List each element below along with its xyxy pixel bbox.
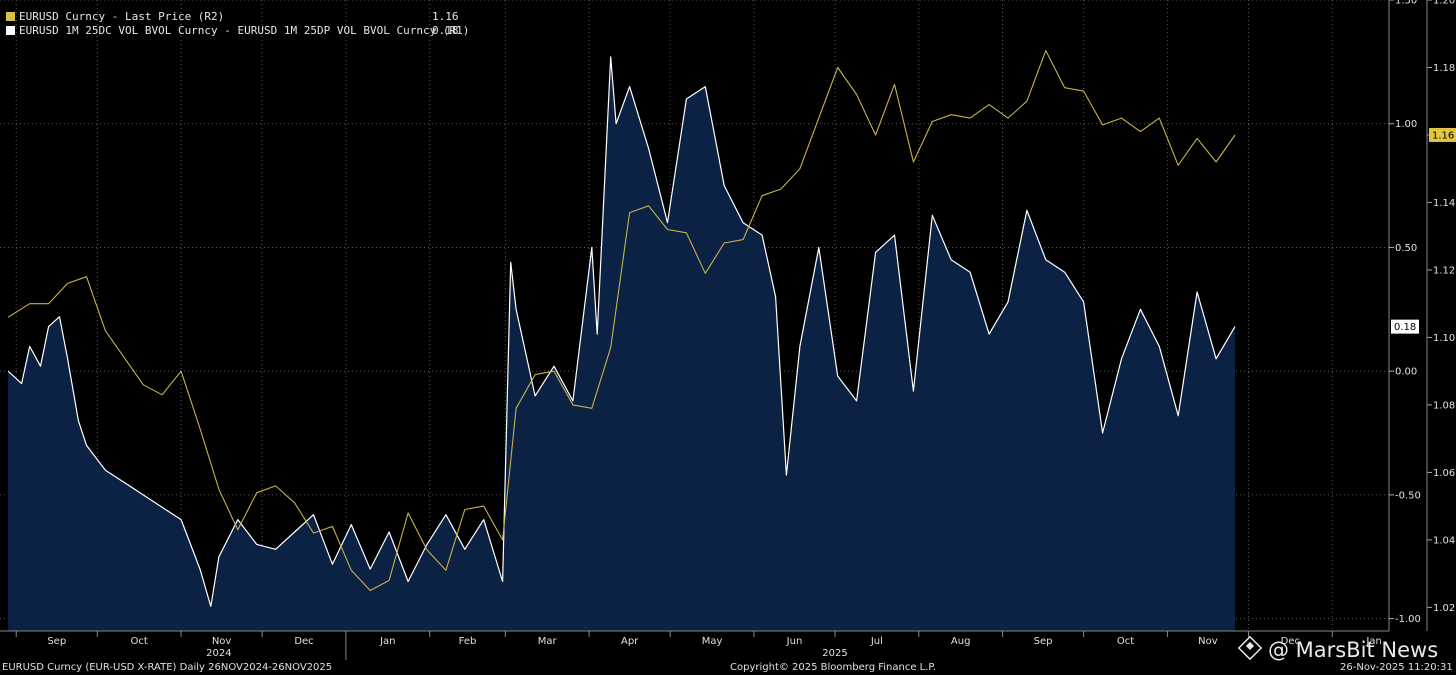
legend-value-eurusd: 1.16	[432, 10, 459, 23]
month-label: Apr	[621, 636, 639, 647]
month-label: Dec	[1281, 636, 1300, 647]
legend-eurusd: EURUSD Curncy - Last Price (R2) 1.16	[6, 10, 459, 23]
r2-tick-label: 1.10	[1433, 333, 1455, 344]
month-label: Dec	[294, 636, 313, 647]
r2-tick-label: 1.04	[1433, 535, 1455, 546]
month-label: Jul	[870, 636, 883, 647]
marsbit-logo-icon	[1237, 635, 1263, 661]
r2-tick-label: 1.18	[1433, 63, 1455, 74]
eurusd-last-value-box	[1429, 127, 1456, 142]
right-axis: 1.50 1.00 0.50 0.00 -0.50 -1.00 1.20 1.18 1.16 1.…	[1388, 0, 1456, 631]
month-label: Mar	[538, 636, 558, 647]
month-label: Jan	[379, 636, 395, 647]
legend-swatch-risk-reversal	[6, 26, 15, 35]
r1-tick-label: -1.00	[1395, 614, 1421, 625]
r2-tick-label: 1.20	[1433, 0, 1455, 7]
footer-timestamp: 26-Nov-2025 11:20:31	[1340, 662, 1453, 673]
r1-tick-label: -0.50	[1395, 490, 1421, 501]
month-label: May	[702, 636, 723, 647]
r2-tick-label: 1.02	[1433, 603, 1455, 614]
risk-reversal-last-value: 0.18	[1394, 322, 1416, 333]
legend-swatch-eurusd	[6, 12, 15, 21]
r1-tick-label: 0.00	[1395, 367, 1417, 378]
risk-reversal-line	[7, 56, 1236, 607]
footer-copyright: Copyright© 2025 Bloomberg Finance L.P.	[730, 662, 937, 673]
bottom-axis: Sep Oct Nov Dec Jan Feb Mar Apr May Jun Jul Aug Sep O…	[0, 630, 1389, 660]
legend-risk-reversal: EURUSD 1M 25DC VOL BVOL Curncy - EURUSD …	[6, 24, 469, 37]
year-label: 2025	[822, 648, 847, 659]
month-label: Oct	[1117, 636, 1134, 647]
eurusd-series	[7, 50, 1236, 592]
legend-label-risk-reversal: EURUSD 1M 25DC VOL BVOL Curncy - EURUSD …	[19, 24, 470, 37]
r1-tick-label: 1.50	[1395, 0, 1417, 7]
r1-tick-label: 1.00	[1395, 119, 1417, 130]
month-label: Jun	[786, 636, 803, 647]
risk-reversal-series	[7, 56, 1236, 631]
r2-tick-label: 1.08	[1433, 400, 1455, 411]
r1-tick-label: 0.50	[1395, 243, 1417, 254]
month-label: Aug	[951, 636, 971, 647]
watermark-text: @ MarsBit News	[1268, 638, 1439, 662]
r2-tick-label: 1.06	[1433, 468, 1455, 479]
legend-label-eurusd: EURUSD Curncy - Last Price (R2)	[19, 10, 225, 23]
month-label: Jan	[1365, 636, 1381, 647]
eurusd-line	[7, 50, 1236, 592]
r2-tick-label: 1.12	[1433, 265, 1455, 276]
watermark: @ MarsBit News	[1237, 635, 1439, 662]
r2-tick-label: 1.14	[1433, 198, 1455, 209]
month-label: Nov	[1198, 636, 1218, 647]
eurusd-last-value: 1.16	[1432, 130, 1454, 141]
legend-value-risk-reversal: 0.18	[432, 24, 459, 37]
month-label: Sep	[47, 636, 66, 647]
risk-reversal-area	[8, 56, 1236, 631]
month-label: Nov	[212, 636, 232, 647]
month-label: Sep	[1034, 636, 1053, 647]
footer-description: EURUSD Curncy (EUR-USD X-RATE) Daily 26N…	[2, 662, 333, 673]
year-label: 2024	[206, 648, 231, 659]
month-label: Feb	[459, 636, 477, 647]
month-label: Oct	[131, 636, 148, 647]
risk-reversal-last-value-box	[1391, 319, 1419, 334]
